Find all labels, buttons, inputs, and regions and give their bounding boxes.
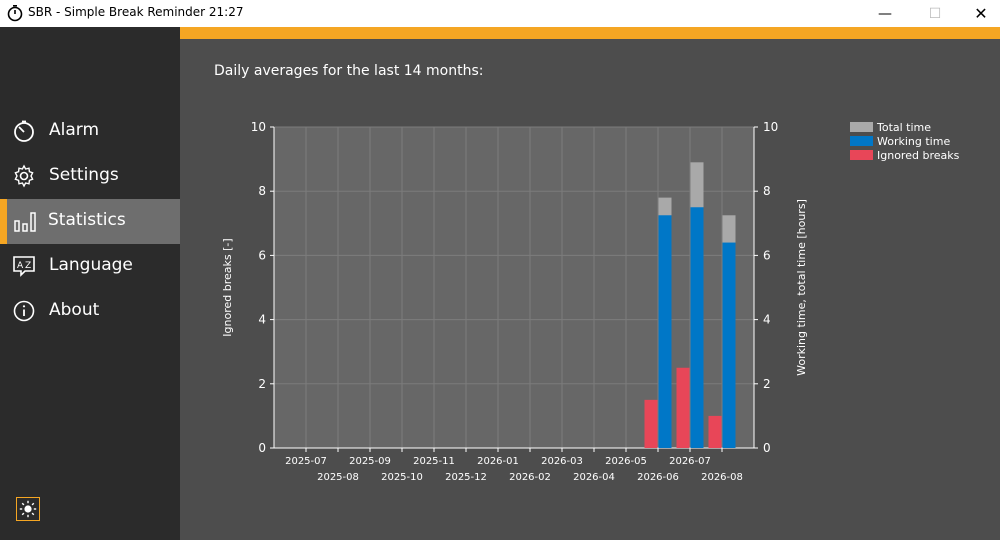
x-tick-label: 2026-04 — [573, 472, 615, 483]
stopwatch-icon — [7, 4, 23, 22]
legend-label: Total time — [876, 121, 931, 134]
y-tick-label-left: 8 — [258, 184, 266, 198]
legend-label: Ignored breaks — [877, 149, 960, 162]
x-tick-label: 2025-12 — [445, 472, 487, 483]
x-tick-label: 2025-10 — [381, 472, 423, 483]
sidebar-item-label: Settings — [49, 165, 119, 185]
theme-toggle-button[interactable] — [16, 497, 40, 521]
x-tick-label: 2025-09 — [349, 456, 391, 467]
x-tick-label: 2026-08 — [701, 472, 743, 483]
y-tick-label-right: 0 — [763, 441, 771, 455]
x-tick-label: 2025-07 — [285, 456, 327, 467]
maximize-button[interactable]: ☐ — [928, 5, 942, 22]
title-bar: SBR - Simple Break Reminder 21:27 — ☐ ✕ — [0, 0, 1000, 27]
legend-swatch — [850, 136, 873, 146]
sidebar-item-about[interactable]: About — [0, 289, 180, 334]
sidebar-item-label: About — [49, 300, 100, 320]
plot-area — [274, 127, 754, 448]
page-heading: Daily averages for the last 14 months: — [214, 63, 484, 79]
y-tick-label-left: 4 — [258, 313, 266, 327]
statistics-chart: 0 0 2 2 4 4 6 6 8 8 10 10 2025-07 2025-08 2025-09 2025-… — [221, 120, 960, 483]
bar-working-time — [722, 242, 736, 448]
y-tick-label-right: 4 — [763, 313, 771, 327]
sidebar-item-label: Alarm — [49, 120, 100, 140]
sidebar-item-label: Language — [49, 255, 133, 275]
x-tick-label: 2025-11 — [413, 456, 455, 467]
y-tick-label-right: 8 — [763, 184, 771, 198]
y-tick-label-left: 10 — [251, 120, 266, 134]
sidebar-item-statistics[interactable]: Statistics — [0, 199, 180, 244]
alarm-icon — [14, 120, 34, 142]
close-button[interactable]: ✕ — [974, 4, 988, 23]
x-tick-label: 2026-03 — [541, 456, 583, 467]
y-tick-label-right: 10 — [763, 120, 778, 134]
legend-swatch — [850, 150, 873, 160]
x-tick-label: 2026-02 — [509, 472, 551, 483]
bar-ignored-breaks — [644, 399, 658, 448]
accent-bar — [180, 27, 1000, 39]
x-tick-label: 2026-01 — [477, 456, 519, 467]
sidebar-item-label: Statistics — [48, 210, 126, 230]
sidebar: Alarm Settings Statistics A Z Language A… — [0, 27, 180, 540]
svg-text:Z: Z — [25, 261, 31, 271]
x-tick-label: 2026-07 — [669, 456, 711, 467]
minimize-button[interactable]: — — [878, 5, 892, 22]
gear-icon — [14, 164, 34, 188]
y-axis-label-left: Ignored breaks [-] — [221, 238, 234, 336]
bar-ignored-breaks — [676, 367, 690, 448]
y-tick-label-left: 2 — [258, 377, 266, 391]
y-tick-label-left: 6 — [258, 248, 266, 262]
legend-swatch — [850, 122, 873, 132]
y-tick-label-right: 6 — [763, 248, 771, 262]
x-tick-label: 2026-05 — [605, 456, 647, 467]
sidebar-item-alarm[interactable]: Alarm — [0, 109, 180, 154]
y-axis-label-right: Working time, total time [hours] — [795, 199, 808, 376]
x-tick-label: 2025-08 — [317, 472, 359, 483]
bar-working-time — [658, 215, 672, 448]
window-title: SBR - Simple Break Reminder 21:27 — [28, 5, 244, 19]
legend-label: Working time — [877, 135, 950, 148]
y-tick-label-left: 0 — [258, 441, 266, 455]
sun-icon — [19, 500, 37, 518]
svg-text:A: A — [17, 261, 24, 271]
bar-working-time — [690, 207, 704, 448]
y-tick-label-right: 2 — [763, 377, 771, 391]
x-tick-label: 2026-06 — [637, 472, 679, 483]
language-icon: A Z — [13, 256, 35, 277]
info-icon — [13, 300, 35, 322]
sidebar-item-language[interactable]: A Z Language — [0, 244, 180, 289]
sidebar-item-settings[interactable]: Settings — [0, 154, 180, 199]
bar-chart-icon — [14, 212, 36, 232]
bar-ignored-breaks — [708, 415, 722, 448]
